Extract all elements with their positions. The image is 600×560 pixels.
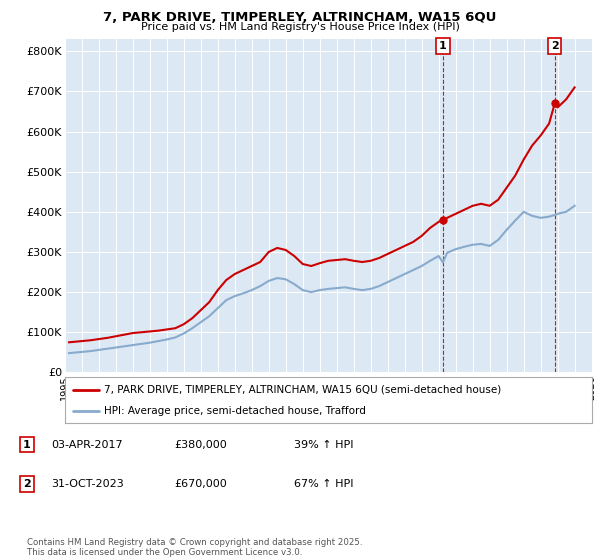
Text: 1: 1 <box>439 41 447 51</box>
Text: 39% ↑ HPI: 39% ↑ HPI <box>294 440 353 450</box>
Text: 67% ↑ HPI: 67% ↑ HPI <box>294 479 353 489</box>
Text: £670,000: £670,000 <box>174 479 227 489</box>
Text: Contains HM Land Registry data © Crown copyright and database right 2025.
This d: Contains HM Land Registry data © Crown c… <box>27 538 362 557</box>
Text: 1: 1 <box>23 440 31 450</box>
Text: Price paid vs. HM Land Registry's House Price Index (HPI): Price paid vs. HM Land Registry's House … <box>140 22 460 32</box>
Text: HPI: Average price, semi-detached house, Trafford: HPI: Average price, semi-detached house,… <box>104 407 366 416</box>
Text: £380,000: £380,000 <box>174 440 227 450</box>
Text: 03-APR-2017: 03-APR-2017 <box>51 440 122 450</box>
Text: 7, PARK DRIVE, TIMPERLEY, ALTRINCHAM, WA15 6QU (semi-detached house): 7, PARK DRIVE, TIMPERLEY, ALTRINCHAM, WA… <box>104 385 502 395</box>
Text: 2: 2 <box>551 41 559 51</box>
Text: 7, PARK DRIVE, TIMPERLEY, ALTRINCHAM, WA15 6QU: 7, PARK DRIVE, TIMPERLEY, ALTRINCHAM, WA… <box>103 11 497 24</box>
Text: 2: 2 <box>23 479 31 489</box>
Text: 31-OCT-2023: 31-OCT-2023 <box>51 479 124 489</box>
